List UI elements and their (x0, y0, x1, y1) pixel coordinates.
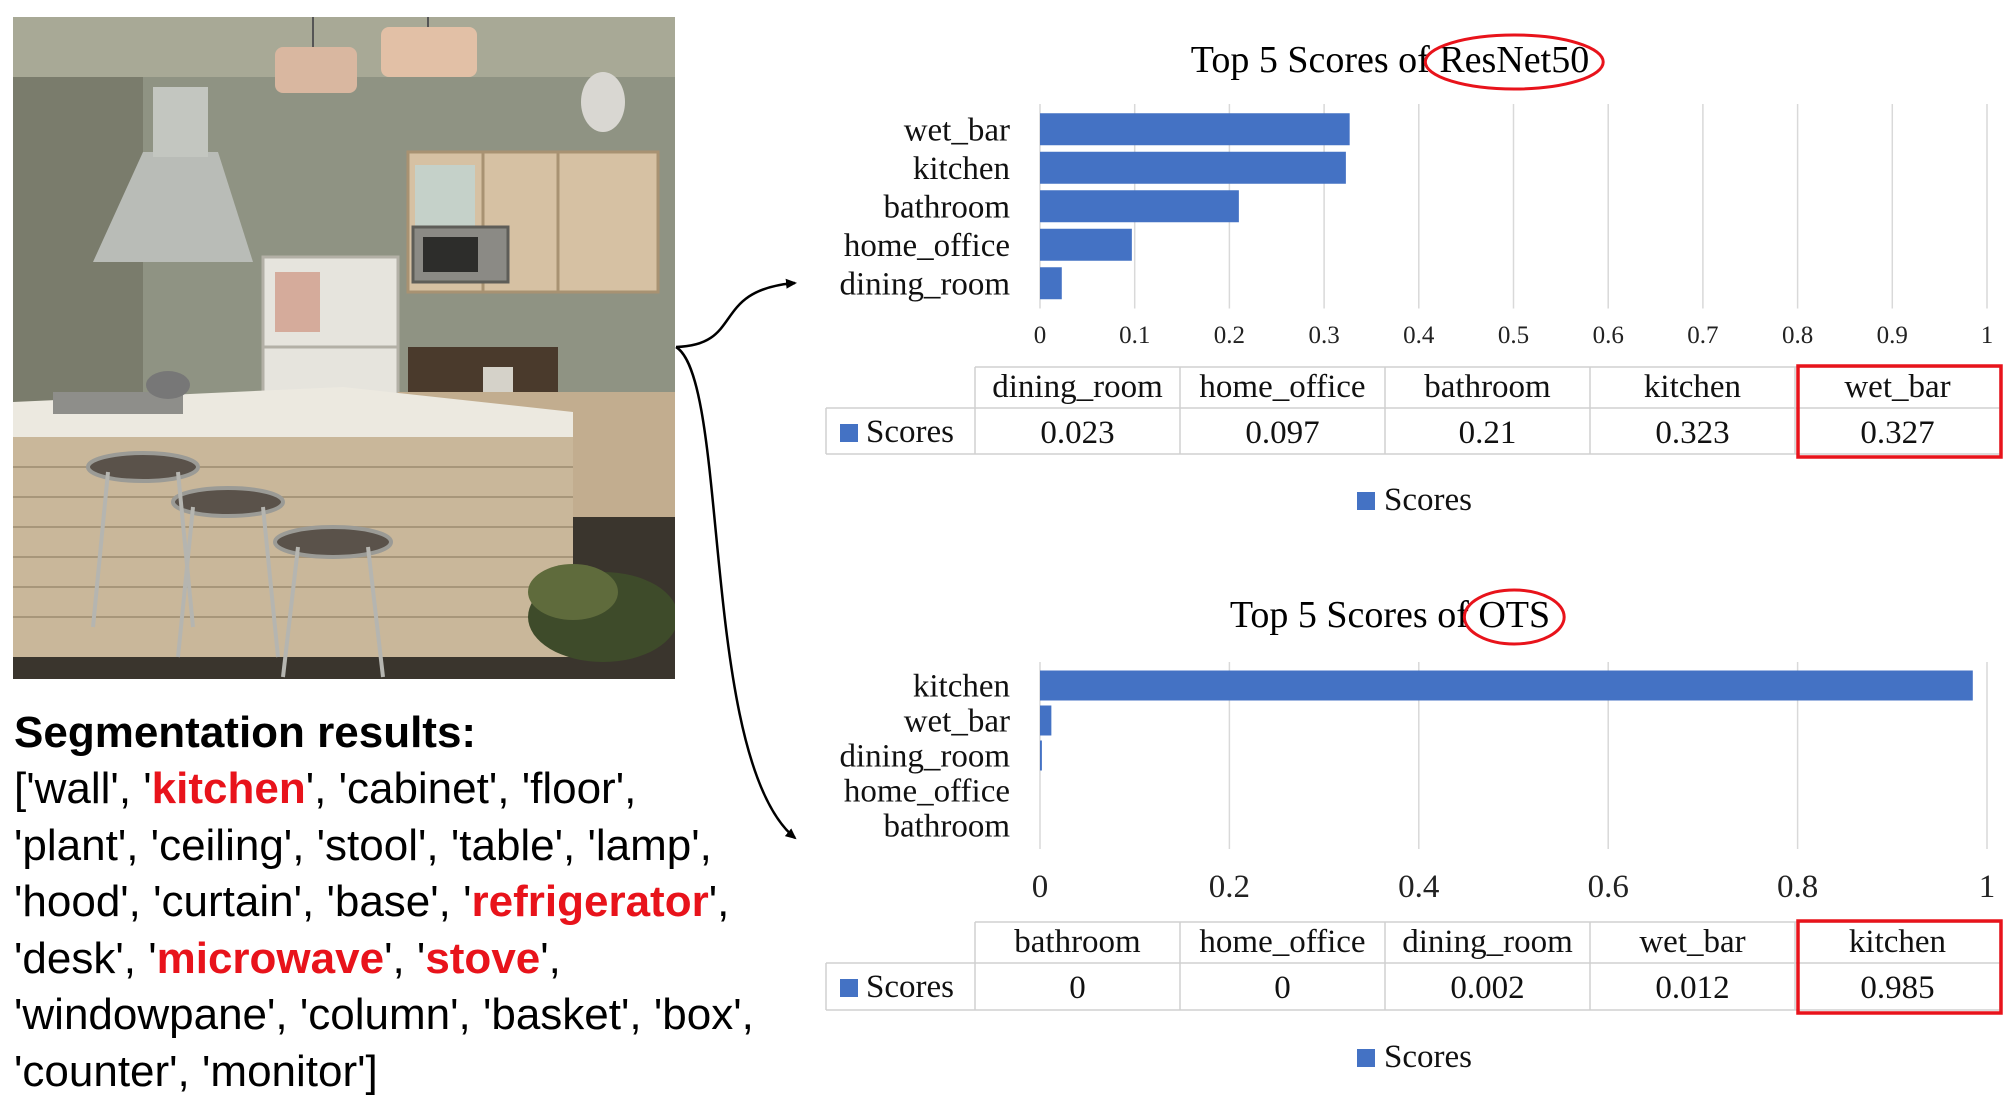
x-tick-label: 0.7 (1687, 322, 1718, 349)
arrow-to-resnet50 (675, 278, 797, 349)
x-tick-label: 0.8 (1782, 322, 1813, 349)
table-header-cell: dining_room (992, 369, 1163, 405)
x-tick-label: 0.4 (1398, 869, 1439, 905)
category-label: home_office (844, 228, 1010, 264)
x-tick-label: 0.9 (1877, 322, 1908, 349)
legend-key (1357, 492, 1375, 510)
chart-title-prefix: Top 5 Scores of (1191, 39, 1440, 81)
segmentation-label-highlighted: kitchen (151, 764, 306, 813)
chart-title: Top 5 Scores of OTS (1230, 594, 1550, 636)
table-value-cell: 0.012 (1655, 970, 1729, 1006)
table-header-cell: home_office (1199, 924, 1365, 960)
x-tick-label: 0 (1034, 322, 1047, 349)
table-header-cell: bathroom (1424, 369, 1551, 405)
x-tick-label: 0.6 (1593, 322, 1624, 349)
highlight-box (1796, 364, 2003, 459)
bar-bathroom (1040, 190, 1239, 223)
table-value-cell: 0.097 (1245, 415, 1319, 451)
chart-title-model: OTS (1478, 594, 1550, 636)
category-label: bathroom (884, 189, 1011, 225)
segmentation-label-highlighted: microwave (156, 933, 385, 983)
table-header-cell: dining_room (1402, 924, 1573, 960)
x-tick-label: 0.4 (1403, 322, 1435, 349)
table-value-cell: 0.327 (1860, 415, 1934, 451)
segmentation-label-text: ', 'cabinet', 'floor', 'plant', 'ceiling… (14, 764, 712, 926)
table-value-cell: 0.21 (1459, 415, 1517, 451)
bar-wet_bar (1040, 705, 1052, 736)
x-tick-label: 0.8 (1777, 869, 1818, 905)
x-tick-label: 0.6 (1588, 869, 1629, 905)
model-name-oval (1423, 33, 1605, 91)
x-tick-label: 0.2 (1209, 869, 1250, 905)
table-header-cell: home_office (1199, 369, 1365, 405)
legend-label: Scores (1384, 1039, 1472, 1075)
table-header-cell: kitchen (1849, 924, 1946, 960)
category-label: wet_bar (904, 112, 1010, 148)
table-header-cell: wet_bar (1639, 924, 1745, 960)
category-label: bathroom (884, 809, 1011, 845)
category-label: home_office (844, 774, 1010, 810)
category-label: kitchen (913, 669, 1010, 705)
bar-dining_room (1040, 267, 1062, 300)
segmentation-label-text: ', 'desk', ' (14, 877, 730, 983)
category-label: dining_room (840, 739, 1011, 775)
legend-key (1357, 1049, 1375, 1067)
bar-home_office (1040, 228, 1132, 261)
table-legend-key (840, 979, 858, 997)
chart-title-model: ResNet50 (1439, 39, 1589, 81)
table-value-cell: 0.323 (1655, 415, 1729, 451)
table-value-cell: 0.023 (1040, 415, 1114, 451)
bar-wet_bar (1040, 113, 1350, 146)
segmentation-label-highlighted: stove (425, 933, 541, 983)
chart-resnet50: Top 5 Scores of ResNet50 0 0.1 0.2 0.3 0.4 0.5… (825, 33, 2003, 518)
table-legend-key (840, 424, 858, 442)
x-tick-label: 0.1 (1119, 322, 1150, 349)
chart-title-prefix: Top 5 Scores of (1230, 594, 1479, 636)
segmentation-label-highlighted: refrigerator (471, 877, 709, 926)
x-tick-label: 1 (1981, 322, 1994, 349)
table-series-label: Scores (866, 969, 954, 1005)
table-value-cell: 0 (1069, 970, 1086, 1006)
chart-ots: Top 5 Scores of OTS 0 0.2 0.4 0.6 0.8 1 kitchen… (825, 588, 2003, 1075)
x-tick-label: 1 (1979, 869, 1996, 905)
bar-kitchen (1040, 151, 1346, 184)
table-value-cell: 0.002 (1450, 970, 1524, 1006)
highlight-box (1796, 919, 2003, 1015)
x-tick-label: 0 (1032, 869, 1049, 905)
category-label: dining_room (840, 266, 1011, 302)
table-value-cell: 0 (1274, 970, 1291, 1006)
segmentation-label-text: ', 'windowpane', 'column', 'basket', 'bo… (14, 933, 754, 1096)
x-tick-label: 0.5 (1498, 322, 1529, 349)
table-header-cell: kitchen (1644, 369, 1741, 405)
x-tick-label: 0.3 (1308, 322, 1339, 349)
table-header-cell: wet_bar (1844, 369, 1950, 405)
chart-title: Top 5 Scores of ResNet50 (1191, 39, 1589, 81)
table-header-cell: bathroom (1014, 924, 1141, 960)
segmentation-title: Segmentation results: (14, 708, 477, 757)
segmentation-label-text: ['wall', ' (14, 764, 152, 813)
legend-label: Scores (1384, 482, 1472, 518)
category-label: wet_bar (904, 704, 1010, 740)
category-label: kitchen (913, 151, 1010, 187)
table-value-cell: 0.985 (1860, 970, 1934, 1006)
x-tick-label: 0.2 (1214, 322, 1245, 349)
arrow-to-ots (675, 345, 797, 840)
table-series-label: Scores (866, 414, 954, 450)
segmentation-results: Segmentation results: ['wall', 'kitchen'… (14, 705, 754, 1100)
segmentation-label-text: ', ' (384, 933, 426, 983)
segmentation-label-list: ['wall', 'kitchen', 'cabinet', 'floor', … (14, 761, 754, 1100)
kitchen-photo (13, 17, 675, 679)
bar-dining_room (1040, 740, 1042, 771)
bar-kitchen (1040, 670, 1973, 701)
model-name-oval (1462, 588, 1566, 646)
